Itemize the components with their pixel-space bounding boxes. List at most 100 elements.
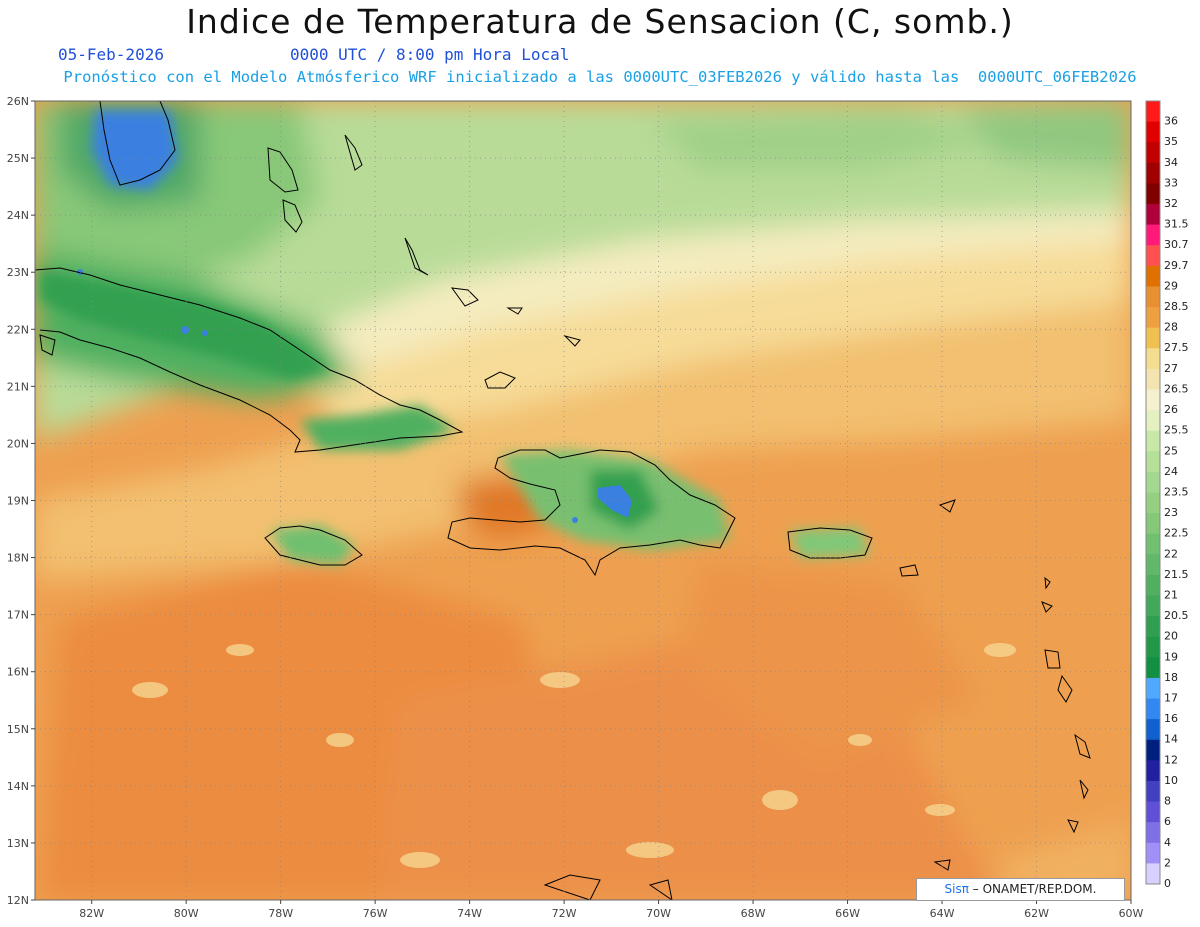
colorbar-swatch bbox=[1146, 636, 1160, 658]
lat-tick-label: 26N bbox=[7, 95, 29, 108]
colorbar-swatch bbox=[1146, 760, 1160, 782]
colorbar-swatch bbox=[1146, 698, 1160, 720]
colorbar-swatch bbox=[1146, 842, 1160, 864]
colorbar-label: 2 bbox=[1164, 856, 1171, 869]
colorbar-label: 27 bbox=[1164, 362, 1178, 375]
colorbar-swatch bbox=[1146, 739, 1160, 761]
lon-tick-label: 82W bbox=[79, 907, 104, 920]
colorbar-label: 31.5 bbox=[1164, 218, 1189, 231]
colorbar-label: 26.5 bbox=[1164, 382, 1189, 395]
valid-time: 0000 UTC / 8:00 pm Hora Local bbox=[290, 45, 570, 64]
colorbar-label: 23 bbox=[1164, 506, 1178, 519]
colorbar-label: 25 bbox=[1164, 444, 1178, 457]
colorbar-label: 23.5 bbox=[1164, 485, 1189, 498]
colorbar-label: 28.5 bbox=[1164, 300, 1189, 313]
colorbar-swatch bbox=[1146, 162, 1160, 184]
colorbar-swatch bbox=[1146, 286, 1160, 308]
colorbar-swatch bbox=[1146, 595, 1160, 617]
latitude-axis: 26N 25N 24N 23N 22N 21N 20N 19N 18N 17N 16N 15N 14N 1… bbox=[7, 95, 35, 907]
colorbar-label: 29 bbox=[1164, 279, 1178, 292]
colorbar-swatch bbox=[1146, 863, 1160, 885]
colorbar-label: 22.5 bbox=[1164, 527, 1189, 540]
colorbar-frame bbox=[1145, 100, 1161, 885]
colorbar-swatch bbox=[1146, 245, 1160, 267]
lon-tick-label: 64W bbox=[930, 907, 955, 920]
colorbar-swatch bbox=[1146, 327, 1160, 349]
map-title: Indice de Temperatura de Sensacion (C, s… bbox=[186, 2, 1014, 41]
colorbar-swatch bbox=[1146, 224, 1160, 246]
colorbar-label: 10 bbox=[1164, 774, 1178, 787]
colorbar-label: 32 bbox=[1164, 197, 1178, 210]
colorbar-swatch bbox=[1146, 142, 1160, 164]
valid-date: 05-Feb-2026 bbox=[58, 45, 164, 64]
lon-tick-label: 68W bbox=[741, 907, 766, 920]
colorbar-label: 24 bbox=[1164, 465, 1178, 478]
colorbar-swatch bbox=[1146, 204, 1160, 226]
colorbar-label: 28 bbox=[1164, 321, 1178, 334]
colorbar-swatch bbox=[1146, 348, 1160, 370]
colorbar-swatch bbox=[1146, 657, 1160, 679]
colorbar-label: 16 bbox=[1164, 712, 1178, 725]
colorbar-swatch bbox=[1146, 801, 1160, 823]
colorbar-swatch bbox=[1146, 471, 1160, 493]
model-info-line: Pronóstico con el Modelo Atmósferico WRF… bbox=[63, 68, 1137, 86]
colorbar-label: 30.7 bbox=[1164, 238, 1189, 251]
colorbar-label: 25.5 bbox=[1164, 424, 1189, 437]
colorbar-swatch bbox=[1146, 389, 1160, 411]
colorbar-swatch bbox=[1146, 410, 1160, 432]
lon-tick-label: 76W bbox=[363, 907, 388, 920]
credit-label: Sisπ – ONAMET/REP.DOM. bbox=[916, 878, 1125, 901]
lon-tick-label: 66W bbox=[835, 907, 860, 920]
colorbar-label: 36 bbox=[1164, 115, 1178, 128]
lon-tick-label: 74W bbox=[457, 907, 482, 920]
lat-tick-label: 19N bbox=[7, 495, 29, 508]
colorbar-label: 18 bbox=[1164, 671, 1178, 684]
colorbar-label: 17 bbox=[1164, 692, 1178, 705]
colorbar-swatch bbox=[1146, 451, 1160, 473]
lon-tick-label: 80W bbox=[174, 907, 199, 920]
colorbar-swatch bbox=[1146, 265, 1160, 287]
colorbar-swatch bbox=[1146, 677, 1160, 700]
colorbar-label: 21.5 bbox=[1164, 568, 1189, 581]
colorbar-swatch bbox=[1146, 574, 1160, 597]
colorbar-swatch bbox=[1146, 780, 1160, 803]
colorbar-swatch bbox=[1146, 307, 1160, 329]
lat-tick-label: 13N bbox=[7, 837, 29, 850]
sispi-logo: Sisπ bbox=[944, 882, 969, 896]
colorbar-swatch bbox=[1146, 121, 1160, 143]
longitude-axis: 82W 80W 78W 76W 74W 72W 70W 68W 66W 64W 62W 60W bbox=[79, 900, 1144, 920]
colorbar-label: 19 bbox=[1164, 650, 1178, 663]
colorbar-swatch bbox=[1146, 430, 1160, 452]
colorbar-swatch bbox=[1146, 554, 1160, 576]
lat-tick-label: 24N bbox=[7, 209, 29, 222]
coastlines bbox=[35, 101, 1091, 900]
colorbar-swatch bbox=[1146, 616, 1160, 638]
colorbar-swatch bbox=[1146, 822, 1160, 844]
lat-tick-label: 14N bbox=[7, 780, 29, 793]
colorbar-label: 26 bbox=[1164, 403, 1178, 416]
lon-tick-label: 70W bbox=[646, 907, 671, 920]
lat-tick-label: 23N bbox=[7, 266, 29, 279]
colorbar-label: 21 bbox=[1164, 588, 1178, 601]
colorbar-swatch bbox=[1146, 513, 1160, 535]
lat-tick-label: 15N bbox=[7, 723, 29, 736]
colorbar-swatch bbox=[1146, 533, 1160, 555]
colorbar-label: 6 bbox=[1164, 815, 1171, 828]
colorbar-label: 20 bbox=[1164, 630, 1178, 643]
lon-tick-label: 72W bbox=[552, 907, 577, 920]
colorbar-swatch bbox=[1146, 183, 1160, 205]
lon-tick-label: 62W bbox=[1024, 907, 1049, 920]
colorbar-label: 34 bbox=[1164, 156, 1178, 169]
colorbar-label: 27.5 bbox=[1164, 341, 1189, 354]
colorbar: 363534333231.530.729.72928.52827.52726.5… bbox=[1145, 100, 1189, 890]
lat-tick-label: 12N bbox=[7, 894, 29, 907]
colorbar-label: 20.5 bbox=[1164, 609, 1189, 622]
colorbar-swatch bbox=[1146, 368, 1160, 390]
colorbar-label: 12 bbox=[1164, 753, 1178, 766]
lon-tick-label: 78W bbox=[268, 907, 293, 920]
colorbar-label: 0 bbox=[1164, 877, 1171, 890]
lat-tick-label: 21N bbox=[7, 380, 29, 393]
colorbar-swatch bbox=[1146, 492, 1160, 514]
lon-tick-label: 60W bbox=[1119, 907, 1144, 920]
lat-tick-label: 18N bbox=[7, 552, 29, 565]
